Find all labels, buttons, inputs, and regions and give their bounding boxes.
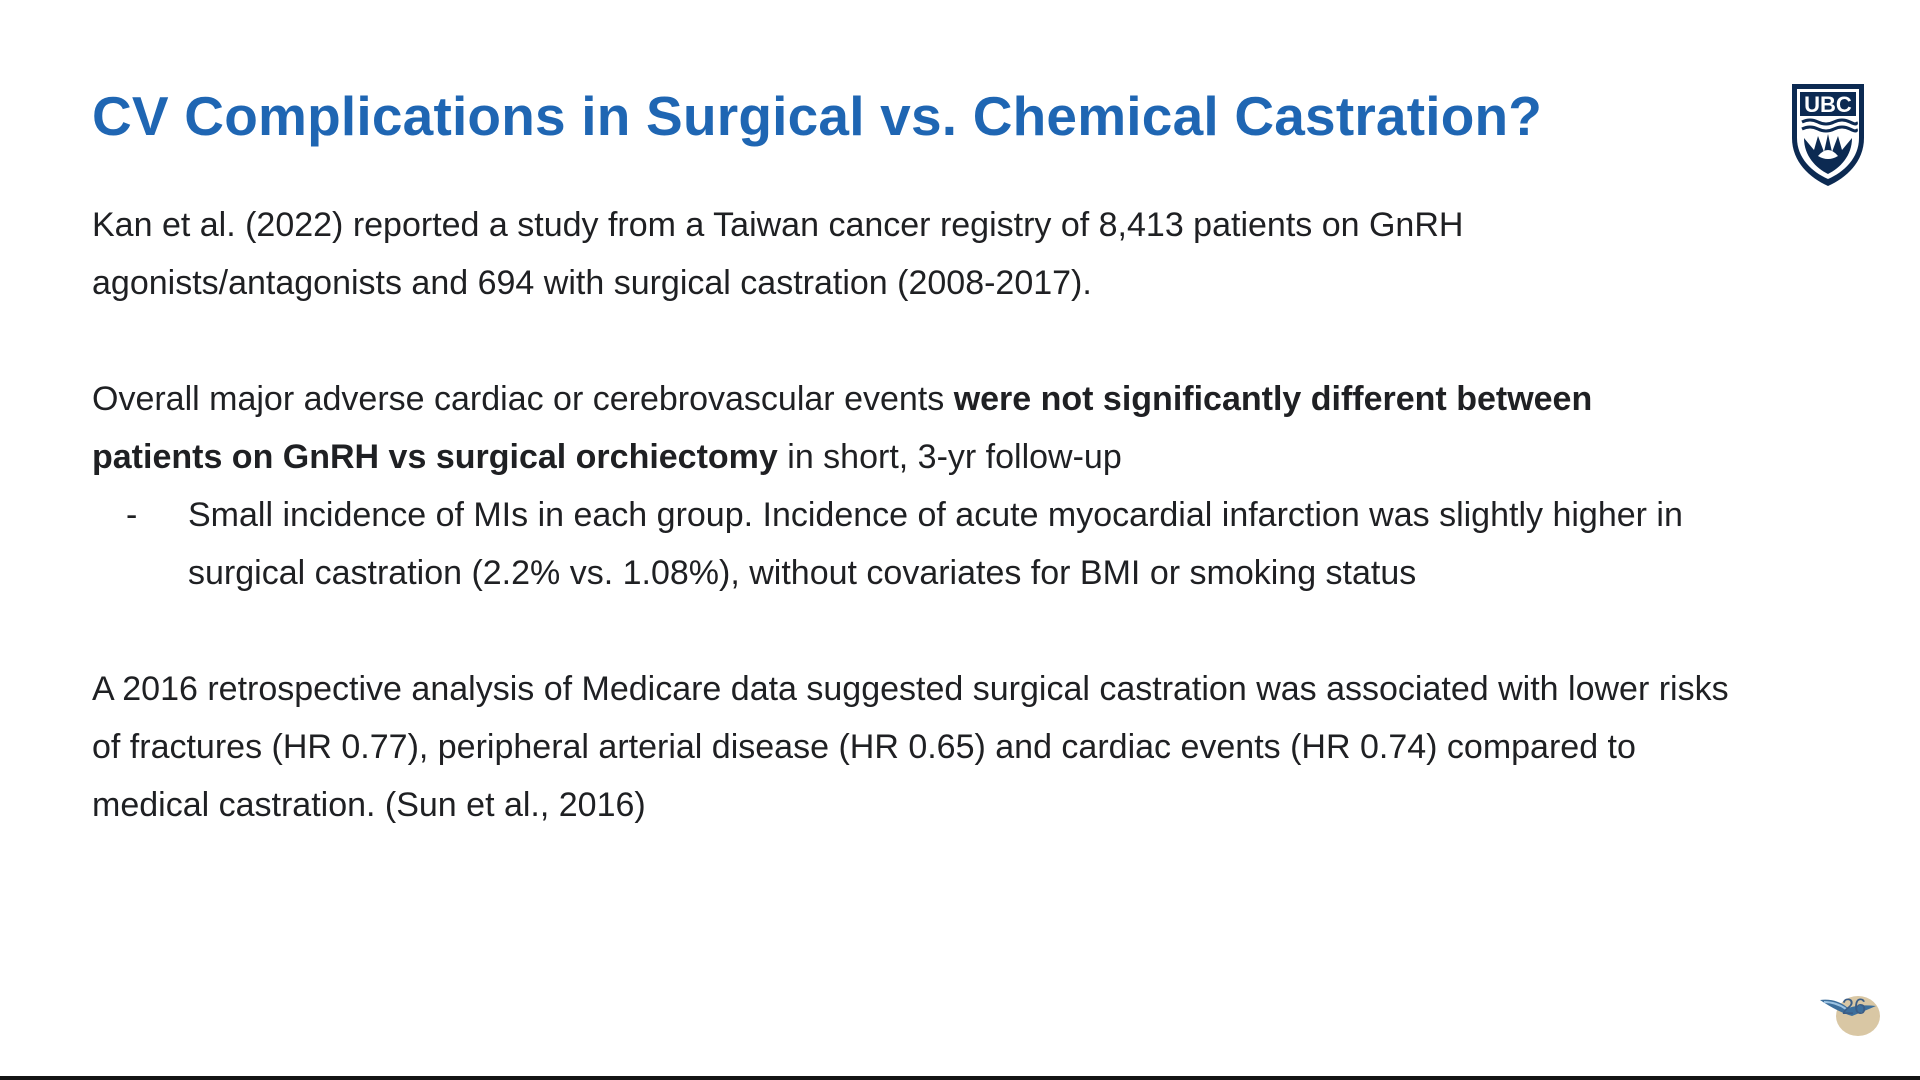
paragraph-spacer [92,312,1732,370]
page-number: 26 [1841,994,1867,1019]
slide-title: CV Complications in Surgical vs. Chemica… [92,85,1543,147]
slide-body: Kan et al. (2022) reported a study from … [92,196,1732,834]
paragraph-medicare-analysis: A 2016 retrospective analysis of Medicar… [92,670,1729,824]
mace-bold-finding: were not significantly different between… [92,380,1593,476]
bird-badge-icon [1820,996,1880,1036]
mace-text-end: in short, 3-yr follow-up [777,438,1122,476]
ubc-crest-icon: UBC [1792,84,1864,186]
mace-text-start: Overall major adverse cardiac or cerebro… [92,380,954,418]
logo-text: UBC [1804,92,1852,117]
bullet-dash: - [126,496,138,534]
paragraph-kan-study: Kan et al. (2022) reported a study from … [92,206,1464,302]
bullet-mi-incidence: - Small incidence of MIs in each group. I… [92,486,1732,602]
bullet-mi-text: Small incidence of MIs in each group. In… [188,496,1683,592]
bottom-bar [0,1076,1920,1080]
paragraph-mace-outcome: Overall major adverse cardiac or cerebro… [92,370,1732,486]
paragraph-spacer [92,602,1732,660]
